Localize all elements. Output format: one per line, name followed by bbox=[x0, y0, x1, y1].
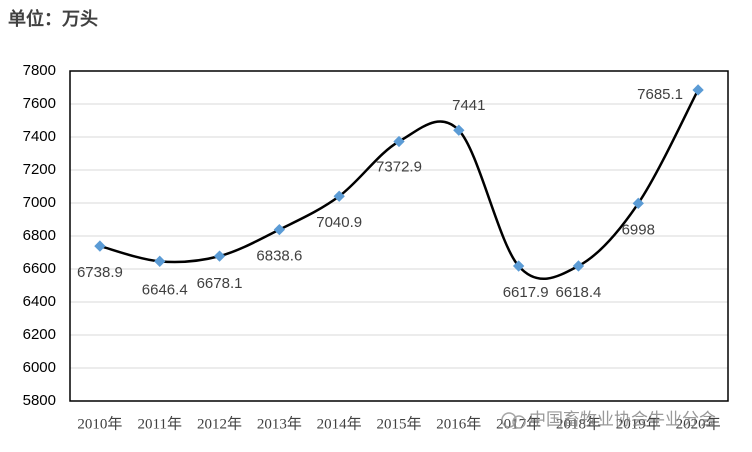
y-tick-label: 7800 bbox=[23, 62, 56, 79]
data-label: 7372.9 bbox=[376, 158, 422, 175]
watermark-text: 中国畜牧业协会牛业分会 bbox=[529, 410, 716, 430]
x-tick-label: 2017年 bbox=[496, 415, 541, 432]
marker bbox=[393, 135, 405, 148]
x-tick-label: 2015年 bbox=[376, 415, 421, 432]
marker bbox=[333, 190, 345, 202]
x-tick-label: 2013年 bbox=[257, 415, 302, 432]
marker bbox=[572, 260, 585, 272]
data-label: 6646.4 bbox=[142, 281, 188, 298]
y-tick-label: 6400 bbox=[23, 293, 56, 310]
y-tick-label: 6800 bbox=[23, 227, 56, 244]
data-label: 6618.4 bbox=[556, 284, 602, 301]
watermark-icon bbox=[501, 412, 517, 428]
data-label: 7040.9 bbox=[316, 214, 362, 231]
plot-border bbox=[69, 70, 729, 402]
marker bbox=[154, 255, 166, 268]
data-label: 6738.9 bbox=[77, 264, 123, 281]
marker bbox=[512, 260, 525, 272]
data-label: 7441 bbox=[452, 97, 485, 114]
x-tick-label: 2016年 bbox=[436, 415, 481, 432]
x-tick-label: 2018年 bbox=[556, 415, 601, 432]
y-tick-label: 6600 bbox=[23, 260, 56, 277]
watermark: 中国畜牧业协会牛业分会 bbox=[501, 410, 716, 430]
x-tick-label: 2020年 bbox=[676, 415, 721, 432]
data-label: 6838.6 bbox=[256, 248, 302, 265]
marker bbox=[632, 197, 644, 209]
y-tick-label: 7000 bbox=[23, 194, 56, 211]
unit-label: 单位：万头 bbox=[8, 8, 98, 30]
marker bbox=[273, 223, 286, 236]
data-label: 7685.1 bbox=[637, 86, 683, 103]
x-tick-label: 2010年 bbox=[77, 415, 122, 432]
x-tick-label: 2011年 bbox=[138, 415, 182, 432]
watermark-icon bbox=[512, 415, 526, 429]
y-tick-label: 6200 bbox=[23, 326, 56, 343]
data-label: 6998 bbox=[622, 221, 655, 238]
y-tick-label: 6000 bbox=[23, 359, 56, 376]
data-label: 6617.9 bbox=[503, 284, 549, 301]
y-tick-label: 7400 bbox=[23, 128, 56, 145]
marker bbox=[213, 250, 226, 262]
x-tick-label: 2014年 bbox=[317, 415, 362, 432]
data-label: 6678.1 bbox=[197, 275, 243, 292]
x-tick-label: 2012年 bbox=[197, 415, 242, 432]
x-tick-label: 2019年 bbox=[616, 415, 661, 432]
y-tick-label: 7600 bbox=[23, 95, 56, 112]
y-tick-label: 5800 bbox=[23, 392, 56, 409]
y-tick-label: 7200 bbox=[23, 161, 56, 178]
